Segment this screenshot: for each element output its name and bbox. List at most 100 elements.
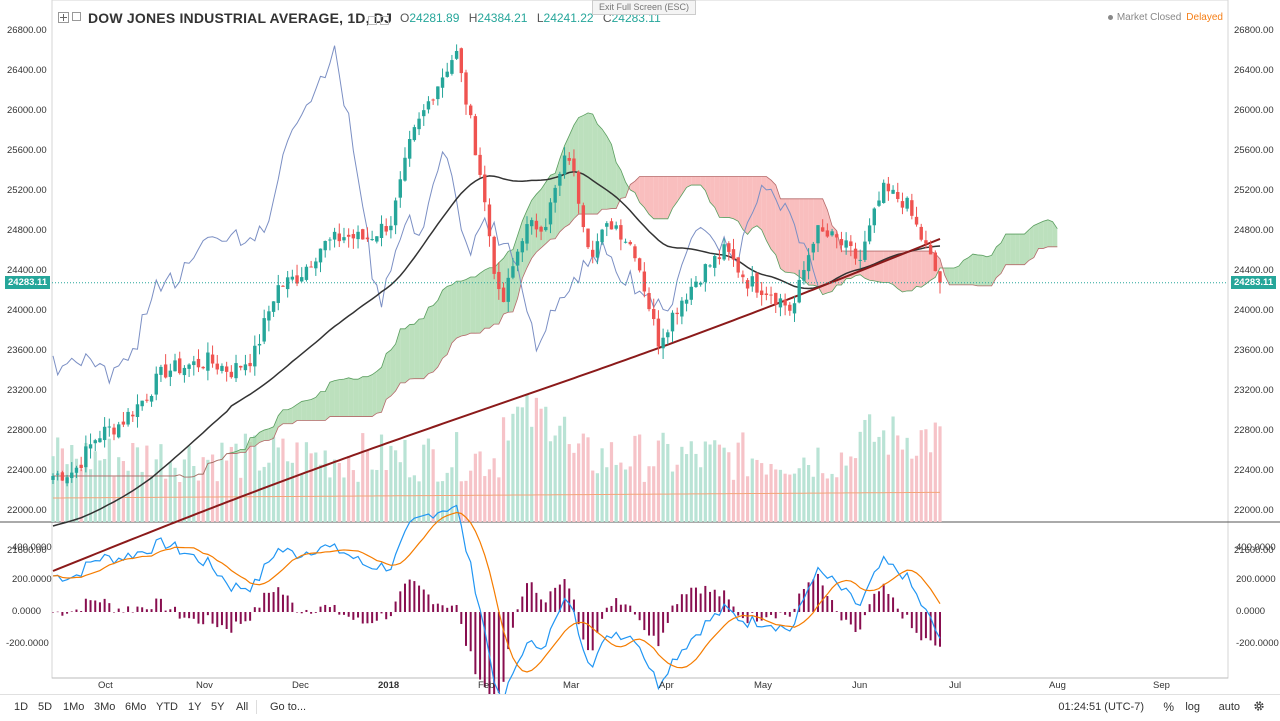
cloud-segment xyxy=(752,176,757,229)
candle-body xyxy=(492,236,496,274)
candle-body xyxy=(154,373,158,395)
macd-hist-bar xyxy=(619,604,622,612)
macd-hist-bar xyxy=(427,594,430,612)
cloud-segment xyxy=(250,437,255,447)
cloud-segment xyxy=(292,404,298,424)
cloud-segment xyxy=(663,176,668,219)
cloud-segment xyxy=(484,267,490,329)
range-button-1y[interactable]: 1Y xyxy=(188,701,202,713)
macd-hist-bar xyxy=(61,612,64,616)
macd-hist-bar xyxy=(854,612,857,632)
goto-button[interactable]: Go to... xyxy=(270,701,307,713)
candle-body xyxy=(783,299,787,306)
volume-bar xyxy=(98,460,102,522)
volume-bar xyxy=(581,433,585,522)
macd-hist-bar xyxy=(394,601,397,612)
cloud-segment xyxy=(358,376,363,417)
cloud-segment xyxy=(738,176,743,230)
cloud-segment xyxy=(724,176,729,218)
candle-body xyxy=(938,271,942,283)
cloud-segment xyxy=(954,266,959,285)
macd-hist-bar xyxy=(845,612,848,620)
price-axis-label: 23200.00 xyxy=(7,385,47,396)
macd-hist-bar xyxy=(493,612,496,704)
cloud-segment xyxy=(606,135,612,210)
candle-body xyxy=(544,226,548,231)
candle-body xyxy=(745,280,750,289)
volume-bar xyxy=(666,443,670,522)
candle-body xyxy=(422,110,426,117)
range-button-6mo[interactable]: 6Mo xyxy=(125,701,147,713)
candle-body xyxy=(619,225,623,240)
candle-body xyxy=(591,249,595,257)
macd-hist-bar xyxy=(680,594,683,612)
toolbar-divider xyxy=(256,700,257,714)
legend-tools-icon[interactable] xyxy=(368,12,392,25)
volume-bar xyxy=(473,453,477,522)
cloud-segment xyxy=(733,176,739,222)
candle-body xyxy=(309,266,313,268)
volume-bar xyxy=(225,460,229,522)
candle-body xyxy=(853,248,858,259)
cloud-segment xyxy=(1005,234,1011,265)
macd-hist-bar xyxy=(117,608,120,612)
macd-hist-bar xyxy=(94,600,97,612)
range-button-1d[interactable]: 1D xyxy=(14,701,29,713)
percent-scale-toggle[interactable]: % xyxy=(1163,700,1174,714)
macd-hist-bar xyxy=(526,583,529,612)
compare-plus-icon[interactable] xyxy=(58,12,69,23)
volume-bar xyxy=(750,458,754,522)
macd-hist-bar xyxy=(446,607,449,612)
symbol-title[interactable]: DOW JONES INDUSTRIAL AVERAGE, 1D, DJ xyxy=(88,10,393,26)
time-axis-label: Feb xyxy=(478,680,495,691)
candle-body xyxy=(74,467,79,473)
cloud-segment xyxy=(794,198,800,277)
cloud-segment xyxy=(428,305,434,374)
auto-scale-toggle[interactable]: auto xyxy=(1218,701,1240,713)
cloud-segment xyxy=(400,328,405,383)
ichimoku-cloud xyxy=(175,112,1058,478)
candle-body xyxy=(234,363,238,379)
range-button-3mo[interactable]: 3Mo xyxy=(94,701,116,713)
time-axis-label: Dec xyxy=(292,680,309,691)
range-button-ytd[interactable]: YTD xyxy=(156,701,178,713)
volume-bar xyxy=(276,447,280,522)
candle-body xyxy=(614,225,618,229)
range-button-5d[interactable]: 5D xyxy=(38,701,53,713)
volume-bar xyxy=(112,476,116,522)
volume-bar xyxy=(858,431,862,522)
volume-bar xyxy=(323,450,327,522)
macd-hist-bar xyxy=(544,602,547,612)
volume-bar xyxy=(450,467,454,522)
macd-hist-bar xyxy=(840,612,843,621)
candle-body xyxy=(295,275,299,284)
log-scale-toggle[interactable]: log xyxy=(1185,701,1200,713)
candle-body xyxy=(65,477,69,484)
macd-hist-bar xyxy=(507,612,510,650)
cloud-segment xyxy=(1047,219,1053,247)
cloud-segment xyxy=(301,400,307,421)
candle-body xyxy=(605,223,609,227)
settings-gear-icon[interactable] xyxy=(1252,699,1266,713)
clock-readout[interactable]: 01:24:51 (UTC-7) xyxy=(1058,701,1144,713)
cloud-segment xyxy=(747,176,753,235)
range-button-1mo[interactable]: 1Mo xyxy=(63,701,85,713)
candle-body xyxy=(595,241,600,258)
collapse-icon[interactable] xyxy=(72,12,81,21)
volume-bar xyxy=(361,433,365,522)
volume-bar xyxy=(234,443,238,522)
candle-body xyxy=(159,366,163,375)
volume-bar xyxy=(919,430,923,522)
exit-fullscreen-tooltip[interactable]: Exit Full Screen (ESC) xyxy=(592,0,697,15)
macd-hist-bar xyxy=(779,612,782,613)
volume-bar xyxy=(825,478,829,522)
volume-bar xyxy=(633,435,637,522)
volume-bar xyxy=(60,448,64,522)
cloud-segment xyxy=(897,251,903,292)
ohlc-readout: O24281.89 H24384.21 L24241.22 C24283.11 xyxy=(400,11,667,25)
range-button-all[interactable]: All xyxy=(236,701,249,713)
range-button-5y[interactable]: 5Y xyxy=(211,701,225,713)
cloud-segment xyxy=(1010,234,1016,265)
